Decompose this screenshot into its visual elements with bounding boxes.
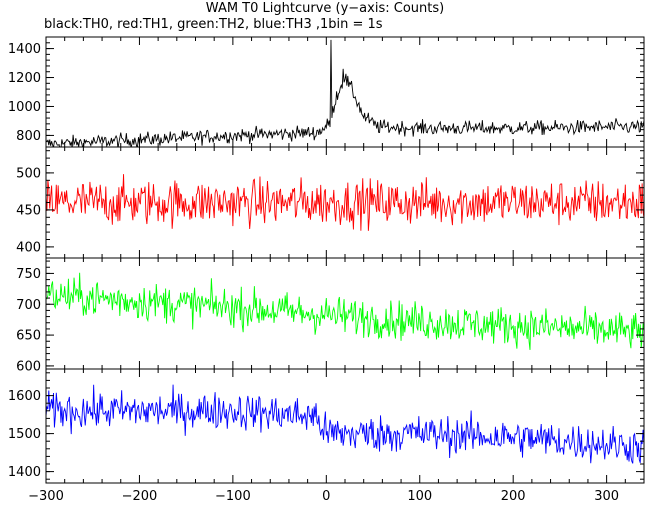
panel-th0: 800 1000 1200 1400 [8, 36, 645, 148]
series-line-th0 [46, 39, 644, 147]
panels-group: 800 1000 1200 1400 400 450 500 600 650 700 750 1400… [8, 36, 645, 484]
y-tick-label: 1500 [8, 427, 41, 442]
series-line-th3 [46, 384, 644, 464]
x-tick-label: 200 [501, 489, 526, 504]
y-tick-label: 1400 [8, 465, 41, 480]
x-tick-label: 100 [407, 489, 432, 504]
panel-th1: 400 450 500 [16, 146, 645, 259]
y-tick-label: 600 [16, 359, 41, 374]
y-tick-label: 500 [16, 166, 41, 181]
y-tick-label: 750 [16, 267, 41, 282]
panel-th2: 600 650 700 750 [16, 257, 645, 374]
series-line-th2 [46, 272, 644, 350]
panel-frame [45, 257, 645, 370]
x-tick-label: −300 [28, 489, 64, 504]
y-tick-label: 1200 [8, 71, 41, 86]
x-tick-label: −200 [122, 489, 158, 504]
y-tick-label: 1000 [8, 100, 41, 115]
y-tick-label: 800 [16, 129, 41, 144]
y-tick-label: 1600 [8, 389, 41, 404]
y-tick-label: 650 [16, 329, 41, 344]
chart-title: WAM T0 Lightcurve (y−axis: Counts) [205, 1, 445, 16]
panel-frame [45, 36, 645, 148]
y-tick-label: 1400 [8, 42, 41, 57]
y-tick-label: 400 [16, 240, 41, 255]
chart-subtitle: black:TH0, red:TH1, green:TH2, blue:TH3 … [44, 17, 383, 32]
x-tick-label: 0 [322, 489, 330, 504]
x-tick-label: 300 [594, 489, 619, 504]
series-line-th1 [46, 174, 644, 231]
panel-th3: 1400 1500 1600 [8, 368, 645, 484]
y-tick-label: 700 [16, 298, 41, 313]
y-tick-label: 450 [16, 203, 41, 218]
x-tick-label: −100 [215, 489, 251, 504]
x-axis: −300 −200 −100 0 100 200 300 [28, 489, 619, 504]
